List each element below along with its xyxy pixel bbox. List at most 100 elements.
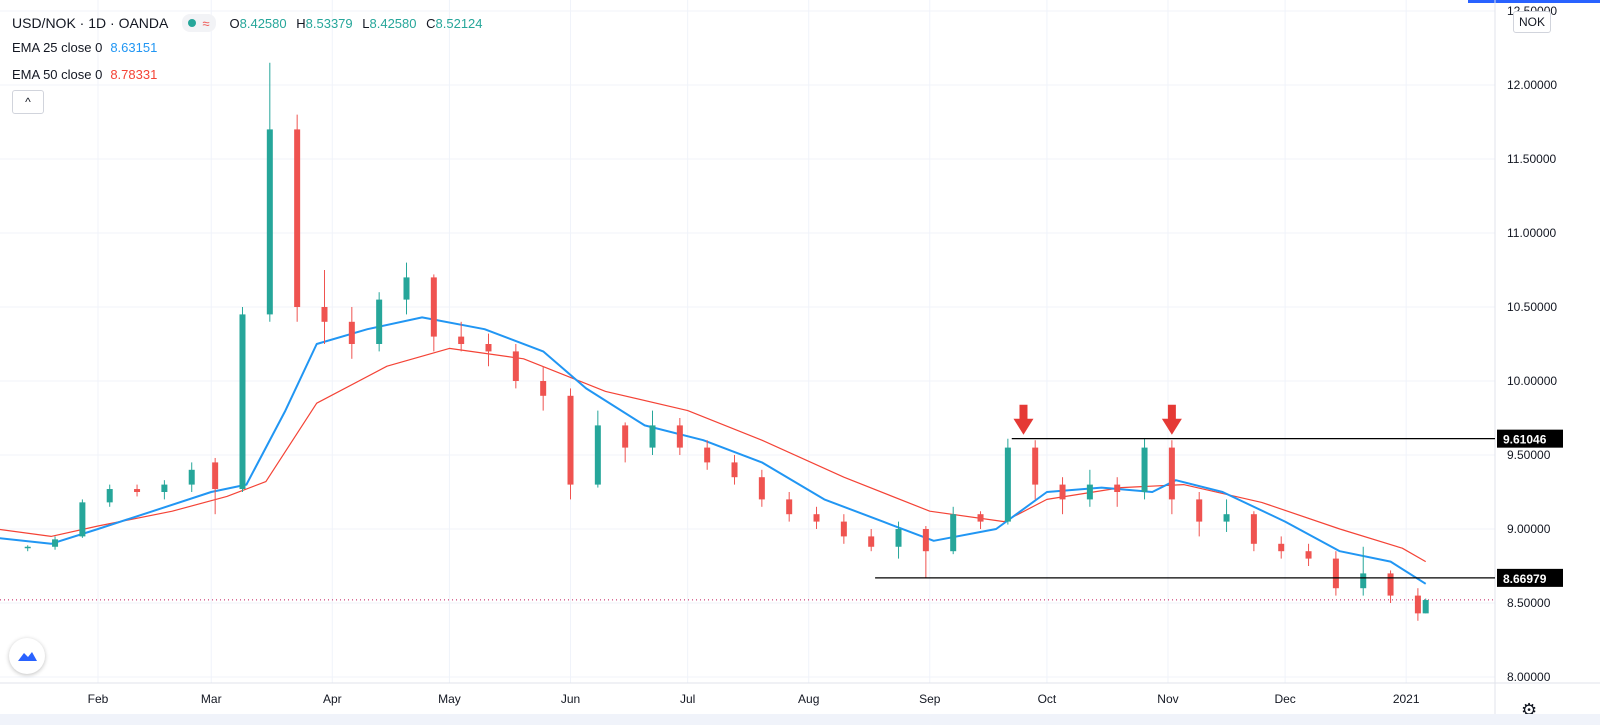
symbol-legend: USD/NOK · 1D · OANDA ≈ O8.42580 H8.53379… (12, 14, 489, 32)
ema25-legend[interactable]: EMA 25 close 0 8.63151 (12, 40, 157, 55)
cloud-icon (18, 652, 37, 661)
candle-body (1086, 484, 1093, 500)
candle-body (731, 462, 738, 478)
candle-body (1305, 551, 1312, 559)
market-open-icon (188, 19, 197, 27)
candle-body (868, 536, 875, 547)
y-tick-label: 10.00000 (1507, 374, 1557, 388)
candle-body (1332, 558, 1339, 589)
candle-body (52, 539, 59, 547)
candle-body (840, 521, 847, 537)
candle-body (485, 344, 492, 352)
currency-tag[interactable]: NOK (1513, 11, 1551, 33)
top-accent-bar (1468, 0, 1600, 3)
candle-body (758, 477, 765, 500)
candle-body (622, 425, 629, 448)
ema50-value: 8.78331 (110, 67, 158, 82)
candle-body (376, 299, 383, 344)
candle-body (649, 425, 656, 448)
candle-body (1387, 573, 1394, 596)
ema25-value: 8.63151 (110, 40, 158, 55)
down-arrow-marker (1013, 404, 1034, 435)
candle-body (1114, 484, 1121, 492)
ema25-line (0, 316, 1427, 585)
chevron-up-icon: ^ (25, 95, 31, 109)
y-tick-label: 11.00000 (1507, 226, 1556, 240)
candle-body (1278, 543, 1285, 552)
candle-body (977, 514, 984, 522)
candle-body (1141, 447, 1148, 492)
x-tick-label: Aug (798, 692, 819, 706)
low-key: L (362, 15, 370, 31)
ema50-line (0, 347, 1426, 563)
level-price-label: 9.61046 (1503, 433, 1547, 447)
candle-body (540, 381, 547, 396)
bottom-strip (0, 714, 1600, 725)
x-tick-label: Apr (323, 692, 342, 706)
x-tick-label: Oct (1038, 692, 1057, 706)
candle-body (188, 469, 195, 485)
ohlc-readout: O8.42580 H8.53379 L8.42580 C8.52124 (230, 16, 489, 31)
y-tick-label: 12.00000 (1507, 78, 1557, 92)
close-key: C (426, 15, 436, 31)
x-tick-label: Jun (561, 692, 580, 706)
x-tick-label: Mar (201, 692, 222, 706)
y-tick-label: 11.50000 (1507, 152, 1556, 166)
open-key: O (229, 15, 240, 31)
candle-body (212, 462, 219, 490)
ema50-label: EMA 50 close 0 (12, 67, 103, 82)
candle-body (676, 425, 683, 448)
candle-body (1196, 499, 1203, 522)
candle-body (786, 499, 793, 515)
candle-body (1250, 514, 1257, 544)
candle-body (922, 529, 929, 552)
candle-body (1032, 447, 1039, 485)
close-value: 8.52124 (435, 15, 483, 31)
ema50-legend[interactable]: EMA 50 close 0 8.78331 (12, 67, 157, 82)
candle-body (950, 514, 957, 552)
tradingview-logo-icon[interactable] (9, 638, 45, 674)
candle-body (594, 425, 601, 485)
y-tick-label: 8.00000 (1507, 670, 1551, 684)
level-price-label: 8.66979 (1503, 572, 1547, 586)
low-value: 8.42580 (369, 15, 417, 31)
candle-body (79, 502, 86, 537)
candle-body (1223, 514, 1230, 522)
wave-icon: ≈ (202, 15, 210, 31)
collapse-legend-button[interactable]: ^ (12, 90, 44, 114)
candle-body (430, 277, 437, 337)
x-tick-label: Jul (680, 692, 695, 706)
candle-body (813, 514, 820, 522)
candle-body (1360, 573, 1367, 589)
candle-body (704, 447, 711, 463)
candle-body (161, 484, 168, 492)
candle-body (348, 321, 355, 344)
symbol-title[interactable]: USD/NOK · 1D · OANDA (12, 15, 169, 31)
down-arrow-marker (1161, 404, 1182, 435)
x-tick-label: May (438, 692, 461, 706)
ema25-label: EMA 25 close 0 (12, 40, 103, 55)
y-tick-label: 8.50000 (1507, 596, 1551, 610)
x-tick-label: Dec (1274, 692, 1295, 706)
y-tick-label: 9.50000 (1507, 448, 1551, 462)
market-status[interactable]: ≈ (182, 14, 216, 32)
candle-body (512, 351, 519, 381)
candle-body (567, 395, 574, 485)
x-tick-label: Sep (919, 692, 941, 706)
y-tick-label: 9.00000 (1507, 522, 1551, 536)
candle-body (1059, 484, 1066, 500)
candle-body (321, 307, 328, 322)
level-price-tag (1497, 429, 1563, 448)
x-tick-label: 2021 (1393, 692, 1420, 706)
candle-body (266, 129, 273, 315)
high-key: H (296, 15, 306, 31)
candle-body (24, 546, 31, 549)
open-value: 8.42580 (239, 15, 287, 31)
candle-body (895, 529, 902, 547)
candle-body (239, 314, 246, 490)
x-tick-label: Feb (88, 692, 109, 706)
candle-body (134, 489, 141, 492)
candle-body (458, 336, 465, 344)
x-tick-label: Nov (1157, 692, 1178, 706)
